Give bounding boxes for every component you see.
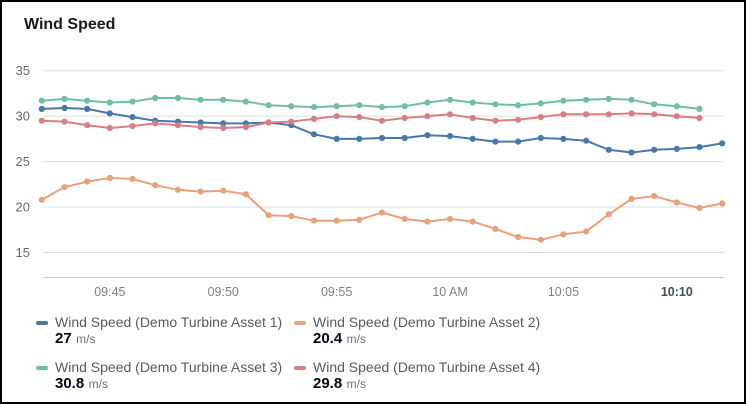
svg-text:30: 30	[16, 109, 30, 124]
svg-text:15: 15	[16, 245, 30, 260]
legend-item-asset-4: Wind Speed (Demo Turbine Asset 4) 29.8 m…	[294, 359, 554, 392]
legend-unit: m/s	[346, 332, 366, 346]
series-color-swatch-asset-4-icon	[294, 365, 306, 370]
svg-text:20: 20	[16, 200, 30, 215]
svg-text:10:10: 10:10	[661, 285, 693, 299]
svg-text:10 AM: 10 AM	[432, 285, 467, 299]
legend-label: Wind Speed (Demo Turbine Asset 1)	[55, 314, 283, 330]
legend-unit: m/s	[346, 377, 366, 391]
legend-current-value: 29.8	[313, 375, 343, 392]
legend-unit: m/s	[88, 377, 108, 391]
svg-text:10:05: 10:05	[548, 285, 579, 299]
chart-canvas[interactable]: 35 30 25 20 15 09:45 09:50 09:55 10 AM 10:05 10:10	[2, 2, 746, 304]
svg-text:25: 25	[16, 154, 30, 169]
legend-unit: m/s	[76, 332, 96, 346]
legend-current-value: 30.8	[55, 375, 85, 392]
svg-text:09:55: 09:55	[321, 285, 352, 299]
svg-text:09:45: 09:45	[94, 285, 125, 299]
widget-title: Wind Speed	[24, 16, 116, 33]
svg-text:09:50: 09:50	[208, 285, 239, 299]
legend-label: Wind Speed (Demo Turbine Asset 3)	[55, 359, 283, 375]
legend-current-value: 20.4	[313, 330, 343, 347]
legend-item-asset-3: Wind Speed (Demo Turbine Asset 3) 30.8 m…	[36, 359, 296, 392]
legend-label: Wind Speed (Demo Turbine Asset 4)	[313, 359, 541, 375]
legend-current-value: 27	[55, 330, 72, 347]
legend-item-asset-1: Wind Speed (Demo Turbine Asset 1) 27 m/s	[36, 314, 296, 347]
series-color-swatch-asset-3-icon	[36, 365, 48, 370]
legend-label: Wind Speed (Demo Turbine Asset 2)	[313, 314, 541, 330]
series-color-swatch-asset-2-icon	[294, 320, 306, 325]
svg-text:35: 35	[16, 63, 30, 78]
series-color-swatch-asset-1-icon	[36, 320, 48, 325]
legend-item-asset-2: Wind Speed (Demo Turbine Asset 2) 20.4 m…	[294, 314, 554, 347]
